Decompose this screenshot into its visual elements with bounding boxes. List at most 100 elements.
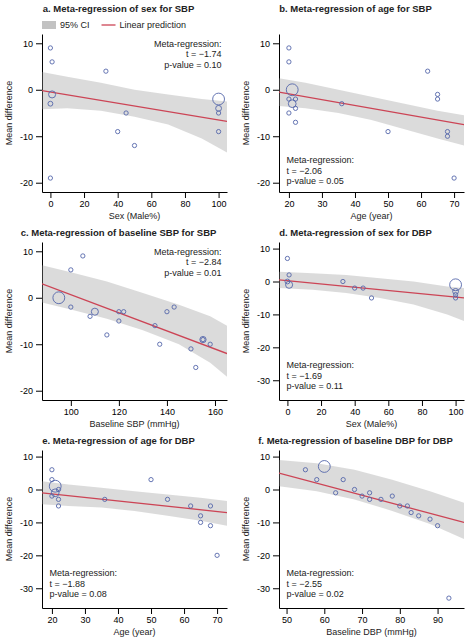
point [51,489,59,497]
tick-label: 80 [180,199,190,209]
tick-mark [322,192,323,198]
point [165,497,169,501]
point [208,342,212,346]
tick-label: -20 [257,343,270,353]
point [117,310,121,314]
panel: 020406080100-30-20-10010Sex (Male%)Mean … [241,243,465,430]
point [426,69,430,73]
tick-mark [118,608,119,614]
tick-mark [52,608,53,614]
title: d. Meta-regression of sex for DBP [279,227,432,238]
tick: 60 [320,608,330,625]
tick-label: -20 [20,178,33,188]
tick-label: -20 [257,178,270,188]
tick-label: -10 [20,518,33,528]
tick: 0 [28,485,42,495]
tick-mark [36,136,42,137]
panel: 020406080100-20-10010Sex (Male%)Mean dif… [4,35,228,222]
y-axis-label: Mean difference [4,289,14,353]
tick-mark [273,555,279,556]
point [379,497,383,501]
tick-mark [36,183,42,184]
point [149,477,153,481]
regression-line [42,284,227,354]
tick: 20 [284,192,294,209]
point [215,553,219,557]
annotation-background [284,567,356,600]
plot-marks [279,46,464,180]
tick: 90 [433,608,443,625]
point [445,129,449,133]
point [287,273,291,277]
point [117,319,121,323]
tick: -30 [257,584,279,594]
point [390,494,394,498]
y-axis: -30-20-10010 [20,451,43,609]
tick-mark [36,391,42,392]
tick-label: 20 [284,199,294,209]
tick-mark [50,192,51,198]
tick-mark [273,249,279,250]
tick-mark [119,400,120,406]
annotation: Meta-regression:t = −2.84p-value = 0.01 [152,246,224,279]
tick-mark [273,522,279,523]
tick-label: 160 [208,407,223,417]
ci-band [279,272,464,321]
tick: 10 [260,452,279,462]
point [445,134,449,138]
tick-label: 0 [28,85,33,95]
tick: -30 [20,584,42,594]
point [56,504,60,508]
point [172,305,176,309]
tick-label: 0 [285,407,290,417]
tick-mark [273,314,279,315]
tick-label: 70 [213,615,223,625]
tick-mark [36,43,42,44]
tick-label: 100 [449,407,464,417]
tick-label: 70 [358,615,368,625]
axis-line [279,35,280,193]
tick-label: 40 [113,615,123,625]
tick-label: 0 [28,485,33,495]
point [369,296,373,300]
tick-mark [71,400,72,406]
title: f. Meta-regression of baseline DBP for D… [258,435,453,446]
point [435,524,439,528]
title: e. Meta-regression of age for DBP [42,435,195,446]
tick: 10 [260,244,279,254]
axis-line [43,192,228,193]
annotation-text: t = −2.06 [286,166,322,176]
point [340,102,344,106]
annotation-background [47,567,119,600]
tick-mark [362,608,363,614]
annotation: Meta-regression:t = −1.88p-value = 0.08 [47,567,119,600]
annotation-text: t = −1.88 [49,579,85,589]
point [293,97,297,101]
tick: 40 [113,608,123,625]
tick-mark [400,608,401,614]
plot-marks [42,468,227,558]
regression-line [42,91,227,122]
point [435,92,439,96]
annotation-text: t = −2.84 [186,257,222,267]
tick-mark [321,400,322,406]
point [303,468,307,472]
tick: 70 [213,608,223,625]
tick-mark [421,192,422,198]
tick-label: 10 [260,244,270,254]
tick-label: -10 [20,340,33,350]
tick: 30 [317,192,327,209]
tick-mark [287,608,288,614]
tick: 80 [395,608,405,625]
point [453,293,457,297]
y-axis-label: Mean difference [4,497,14,561]
tick: 100 [449,400,464,417]
tick: 50 [147,608,157,625]
regression-line [279,92,464,125]
tick-mark [36,588,42,589]
tick: -10 [257,132,279,142]
point [124,111,128,115]
tick-label: 10 [23,247,33,257]
tick: 10 [23,39,42,49]
tick-mark [118,192,119,198]
